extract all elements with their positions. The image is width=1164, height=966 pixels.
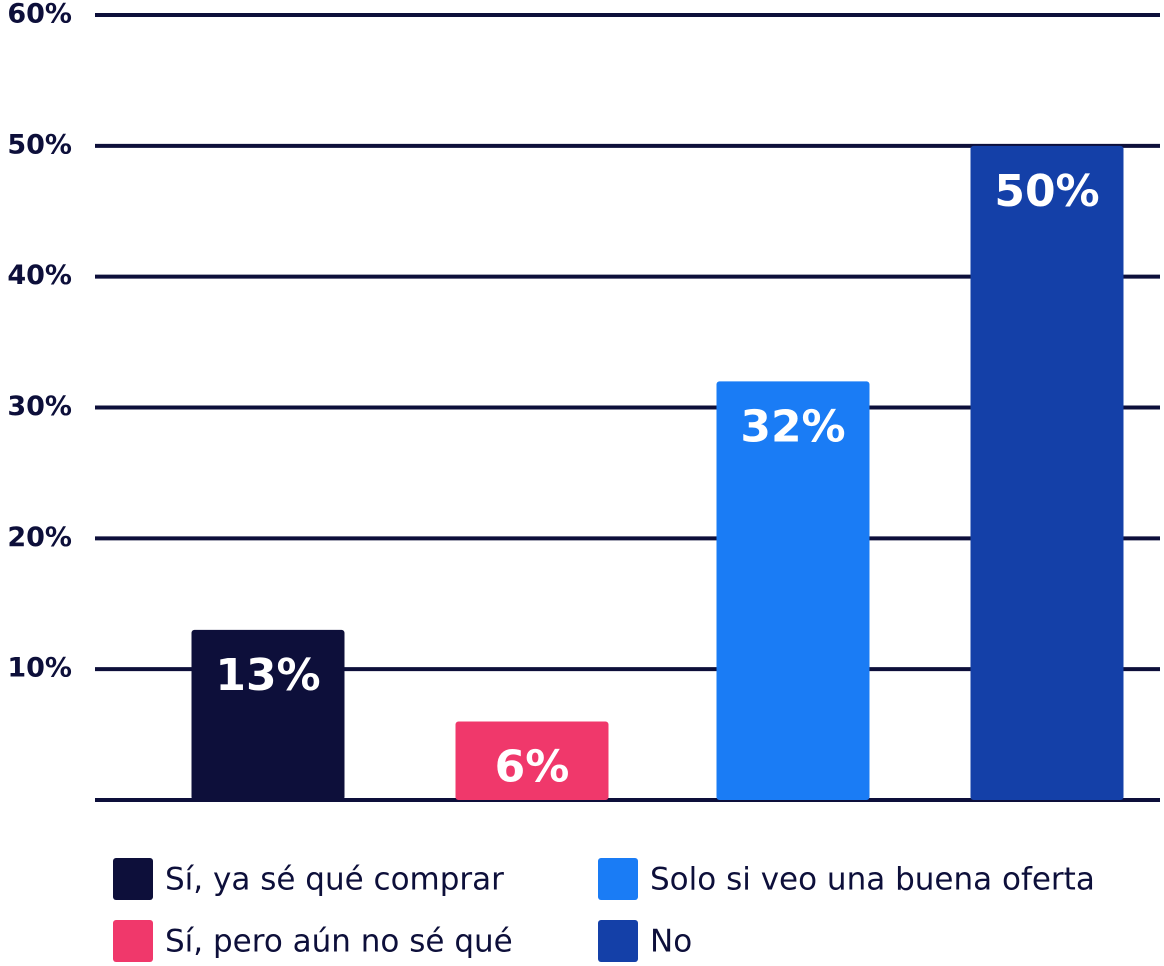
y-tick-label: 20%	[7, 522, 72, 553]
bar	[970, 145, 1124, 801]
value-label: 50%	[994, 166, 1099, 217]
legend-swatch	[113, 858, 153, 900]
value-label: 32%	[740, 401, 845, 452]
y-tick-label: 60%	[7, 0, 72, 30]
legend-label: Sí, ya sé qué comprar	[165, 862, 504, 898]
y-tick-label: 50%	[7, 129, 72, 160]
bar	[191, 629, 345, 800]
legend-swatch	[598, 858, 638, 900]
legend-label: No	[650, 924, 692, 960]
legend-label: Solo si veo una buena oferta	[650, 862, 1095, 898]
legend-swatch	[598, 920, 638, 962]
value-label: 13%	[215, 650, 320, 701]
bar	[716, 381, 870, 800]
y-tick-label: 10%	[7, 653, 72, 684]
y-tick-label: 30%	[7, 391, 72, 422]
legend-swatch	[113, 920, 153, 962]
bar	[455, 721, 609, 800]
y-tick-label: 40%	[7, 260, 72, 291]
value-label: 6%	[495, 742, 570, 793]
legend-label: Sí, pero aún no sé qué	[165, 924, 513, 960]
